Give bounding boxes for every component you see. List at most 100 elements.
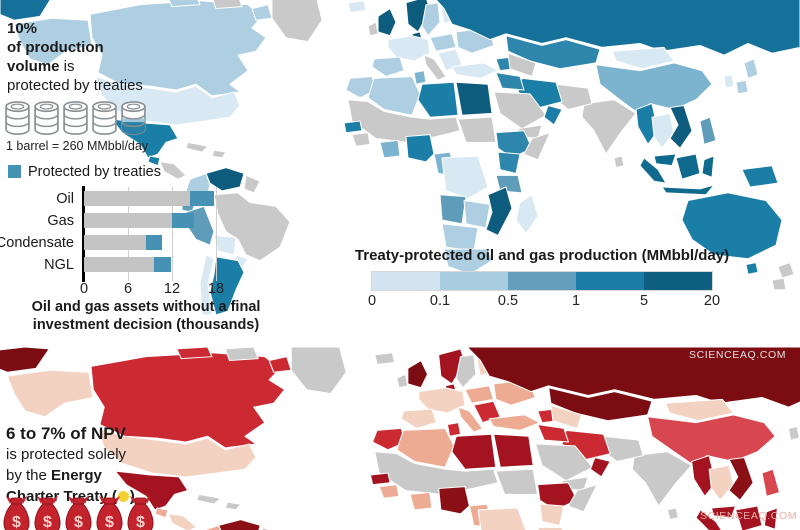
region-guinea	[378, 484, 400, 499]
region-arctic3	[268, 356, 292, 373]
bar-category-label: Gas	[47, 213, 74, 229]
callout-line: of production	[7, 39, 104, 56]
bar-chart-gridline	[172, 187, 173, 281]
callout-line: )	[129, 488, 135, 505]
scale-segment	[372, 272, 440, 290]
region-arctic2	[212, 0, 243, 10]
legend-label: Protected by treaties	[28, 164, 161, 180]
region-drc	[441, 155, 489, 200]
region-china	[595, 62, 713, 114]
legend-protected-by-treaties: Protected by treaties	[8, 164, 161, 180]
region-philippines	[699, 116, 717, 145]
region-morocco	[372, 427, 407, 451]
region-japan1	[743, 58, 759, 79]
watermark: SCIENCEAQ.COM	[689, 349, 787, 361]
region-angola	[439, 194, 467, 225]
barrel-scale-caption: 1 barrel = 260 MMbbl/day	[6, 139, 149, 153]
region-libya	[451, 433, 497, 470]
scale-tick-label: 5	[639, 293, 649, 309]
region-venezuela	[218, 519, 261, 530]
money-bag-icon: $	[3, 496, 30, 530]
map1-legend-title: Treaty-protected oil and gas production …	[354, 247, 730, 264]
scale-segment	[644, 272, 712, 290]
region-china	[647, 414, 776, 466]
svg-text:$: $	[136, 514, 145, 530]
region-sudan	[495, 468, 539, 495]
bar-segment	[84, 235, 146, 250]
region-centralasia	[550, 404, 583, 429]
bar-chart-axis-label: Oil and gas assets without a final inves…	[31, 299, 261, 333]
bar-category-label: NGL	[44, 257, 74, 273]
world-map-npv-ect	[0, 347, 800, 530]
region-nigeria	[438, 486, 470, 515]
region-spain	[371, 56, 405, 77]
region-cuba	[185, 141, 209, 153]
region-brazil	[213, 192, 291, 262]
callout-line: is	[59, 58, 75, 75]
region-algeria	[367, 75, 421, 116]
region-oman	[543, 105, 563, 126]
region-alaska	[6, 369, 94, 418]
region-nz1	[777, 262, 795, 279]
barrel-icon	[121, 101, 146, 135]
region-algeria	[396, 427, 455, 468]
region-sumatra	[639, 157, 667, 184]
region-malaysia	[710, 505, 737, 519]
region-sweden	[455, 354, 477, 389]
region-kenya	[497, 151, 521, 174]
region-zambia	[463, 200, 491, 229]
region-drc	[477, 507, 527, 530]
region-philippines	[761, 468, 781, 497]
svg-text:$: $	[105, 514, 114, 530]
region-morocco	[345, 75, 377, 99]
region-guatemala	[147, 155, 161, 167]
region-arctic1	[168, 0, 201, 8]
barrel-icon	[92, 101, 117, 135]
money-bag-icon: $	[127, 496, 154, 530]
region-turkey	[451, 62, 499, 79]
callout-line: protected by treaties	[7, 77, 143, 94]
region-egypt	[455, 81, 493, 116]
region-iraq	[537, 424, 569, 443]
region-saudi	[493, 91, 547, 130]
region-weurope	[418, 387, 466, 414]
region-hispaniola	[224, 501, 242, 511]
bar-category-label: Oil	[56, 191, 74, 207]
region-malaysia	[653, 153, 677, 167]
region-greenland	[271, 0, 323, 43]
svg-text:$: $	[74, 514, 83, 530]
scale-tick-label: 20	[703, 293, 721, 309]
region-somalia	[523, 132, 551, 161]
region-sulawesi	[701, 155, 715, 178]
scale-segment	[576, 272, 644, 290]
region-balkans	[473, 400, 501, 424]
barrel-icon	[63, 101, 88, 135]
bar-segment	[84, 257, 155, 272]
region-ceurope	[429, 33, 457, 52]
scale-tick-label: 1	[571, 293, 581, 309]
legend-color-swatch	[8, 165, 21, 178]
region-centralasia	[507, 52, 537, 77]
region-saudi	[534, 443, 594, 482]
region-guyanas	[261, 526, 271, 530]
region-guatemala	[154, 507, 169, 519]
region-russia	[435, 0, 800, 56]
barrel-icons-row	[4, 99, 147, 137]
scale-tick-label: 0	[367, 293, 377, 309]
region-mozambique	[485, 186, 513, 236]
map1-color-scale-bar	[371, 271, 713, 291]
bar-row-ngl	[84, 257, 171, 272]
bar-row-condensate	[84, 235, 163, 250]
scale-tick-label: 0.1	[429, 293, 451, 309]
region-vietnam	[669, 105, 693, 149]
region-turkey	[488, 414, 541, 431]
region-australia	[681, 192, 783, 260]
money-bag-icon: $	[34, 496, 61, 530]
region-ghana	[409, 491, 433, 511]
region-arctic1	[176, 347, 213, 360]
region-oman	[589, 457, 611, 478]
region-tasmania	[745, 262, 759, 275]
region-venezuela	[205, 167, 245, 192]
region-italy	[457, 406, 484, 433]
